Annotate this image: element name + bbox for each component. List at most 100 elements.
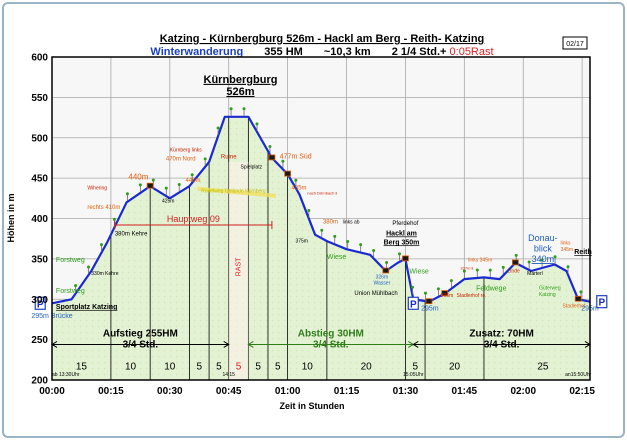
tree-marker-top [540, 258, 544, 262]
y-tick-label: 400 [31, 214, 48, 225]
tree-marker-top [164, 186, 168, 190]
chart-title: Katzing - Kürnbergburg 526m - Hackl am B… [160, 33, 485, 45]
annotation: an15:50Uhr [565, 372, 591, 378]
annotation: 375m [295, 239, 308, 245]
tree-marker-top [423, 291, 427, 295]
subtitle-duration: 2 1/4 Std.+ [392, 46, 447, 58]
y-tick-label: 450 [31, 174, 48, 185]
annotation: 440m [186, 178, 201, 184]
y-tick-label: 600 [31, 53, 48, 64]
tree-marker-top [190, 173, 194, 177]
phase-arrow-left [247, 341, 254, 348]
annotation: Feldwege [476, 285, 506, 292]
tree-marker-top [527, 260, 531, 264]
tree-marker-top [255, 122, 259, 126]
subtitle-distance: ~10,3 km [324, 46, 371, 58]
segment-duration-label: 5 [196, 362, 202, 373]
segment-duration-label: 10 [125, 362, 137, 373]
phase-arrow-left [412, 341, 419, 348]
tree-marker-top [216, 126, 220, 130]
rast-label: RAST [236, 257, 243, 276]
annotation: Wiese [327, 254, 347, 261]
phase-label: Aufstieg 255HM [103, 328, 178, 339]
annotation: blick [534, 244, 553, 254]
waypoint-marker [574, 295, 582, 302]
annotation: rechts 410m [87, 205, 120, 211]
tree-marker-top [138, 183, 142, 187]
annotation: Spielplatz [240, 164, 262, 170]
annotation: 337m li. [460, 265, 474, 270]
tree-marker-top [475, 268, 479, 272]
phase-label: Abstieg 30HM [298, 328, 364, 339]
annotation: 340m [532, 254, 555, 264]
annotation: Rodelweg Gelände Kürnberg [201, 189, 266, 195]
tree-marker-top [566, 265, 570, 269]
annotation: Forstweg [56, 257, 85, 264]
segment-duration-label: 5 [412, 362, 418, 373]
annotation: Pferdehof [392, 221, 418, 227]
tree-marker-top [462, 269, 466, 273]
tree-marker-top [372, 248, 376, 252]
tree-marker-top [385, 260, 389, 264]
annotation: Wiese [409, 268, 429, 275]
rest-band [228, 161, 249, 380]
annotation: Berg 350m [384, 239, 420, 246]
annotation: Katzing [539, 292, 556, 298]
y-tick-label: 200 [31, 376, 48, 387]
annotation: nach Dörnbach li [307, 190, 337, 195]
y-axis-title: Höhen in m [6, 194, 16, 243]
elevation-area [52, 116, 590, 381]
badge: 02/17 [566, 41, 584, 48]
subtitle-rest: 0:05Rast [446, 46, 493, 58]
annotation: Kürnbergburg [204, 74, 278, 86]
x-tick-label: 01:30 [393, 386, 419, 397]
phase-arrow-right [223, 341, 230, 348]
tree-marker-top [242, 107, 246, 111]
tree-marker-top [177, 182, 181, 186]
annotation: 305m [441, 293, 454, 299]
x-axis-title: Zeit in Stunden [280, 401, 345, 411]
annotation: Wihering [87, 185, 107, 191]
tree-marker-top [449, 279, 453, 283]
tree-marker-top [294, 178, 298, 182]
tree-marker-top [488, 268, 492, 272]
tree-marker-top [333, 234, 337, 238]
annotation: 470m Nord [166, 156, 196, 162]
x-tick-label: 00:00 [39, 386, 65, 397]
tree-marker-top [436, 287, 440, 291]
parking-sign [596, 295, 608, 309]
annotation: 15:05Uhr [403, 372, 424, 378]
parking-sign [407, 296, 419, 310]
segment-duration-label: 20 [449, 362, 461, 373]
tree-marker-top [359, 243, 363, 247]
parking-icon: P [34, 296, 46, 310]
phase-sublabel: 3/4 Std. [484, 340, 520, 351]
annotation: 380m [323, 219, 338, 225]
parking-label: P [37, 299, 44, 310]
phase-sublabel: 3/4 Std. [123, 340, 159, 351]
tree-marker-top [74, 284, 78, 288]
annotation: 477m Süd [280, 154, 312, 161]
parking-icon: P [596, 295, 608, 309]
tree-marker-top [579, 290, 583, 294]
tree-marker-top [307, 209, 311, 212]
annotation: 435m [292, 185, 307, 191]
waypoint-marker [425, 298, 433, 305]
tree-marker-top [268, 145, 272, 149]
x-tick-label: 00:15 [98, 386, 124, 397]
tree-marker-top [203, 157, 207, 161]
plot-border [51, 56, 591, 381]
tree-marker-top [346, 239, 350, 243]
tree-marker-top [410, 285, 414, 289]
waypoint-marker [441, 290, 449, 296]
tree-marker-top [229, 107, 233, 111]
parking-icon: P [407, 296, 419, 310]
y-tick-label: 300 [31, 295, 48, 306]
segment-duration-label: 10 [302, 362, 314, 373]
annotation: 326m [376, 274, 389, 280]
annotation: 330m Kehre [91, 271, 118, 277]
segment-duration-label: 5 [216, 362, 222, 373]
annotation: links ab [343, 219, 360, 225]
annotation: Forstweg [56, 288, 85, 295]
